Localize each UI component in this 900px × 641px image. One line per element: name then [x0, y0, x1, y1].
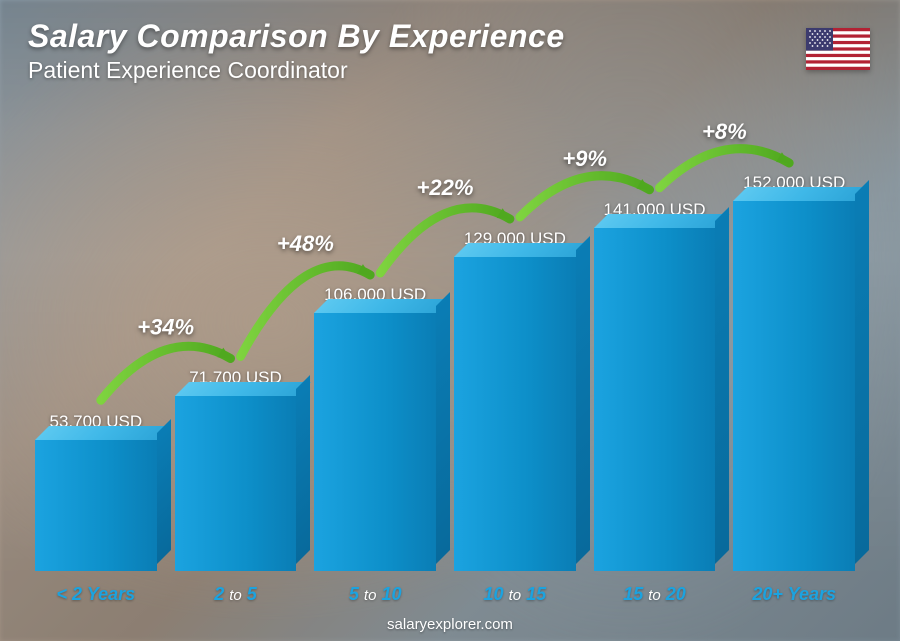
bar-3: 129,000 USD [454, 229, 576, 571]
x-label-3: 10 to 15 [454, 584, 576, 605]
x-label-1: 2 to 5 [175, 584, 297, 605]
chart-subtitle: Patient Experience Coordinator [28, 57, 872, 84]
x-label-4: 15 to 20 [594, 584, 716, 605]
bar-4: 141,000 USD [594, 200, 716, 571]
us-flag-icon [806, 28, 870, 70]
x-label-0: < 2 Years [35, 584, 157, 605]
footer-attribution: salaryexplorer.com [0, 616, 900, 633]
bar-2: 106,000 USD [314, 285, 436, 571]
bar-0: 53,700 USD [35, 412, 157, 571]
chart-title: Salary Comparison By Experience [28, 18, 872, 55]
x-axis-labels: < 2 Years 2 to 5 5 to 10 10 to 15 15 to 20 20… [35, 584, 855, 605]
bar-5: 152,000 USD [733, 173, 855, 571]
x-label-5: 20+ Years [733, 584, 855, 605]
bar-1: 71,700 USD [175, 368, 297, 571]
bar-chart: 53,700 USD71,700 USD106,000 USD129,000 U… [35, 91, 855, 571]
x-label-2: 5 to 10 [314, 584, 436, 605]
